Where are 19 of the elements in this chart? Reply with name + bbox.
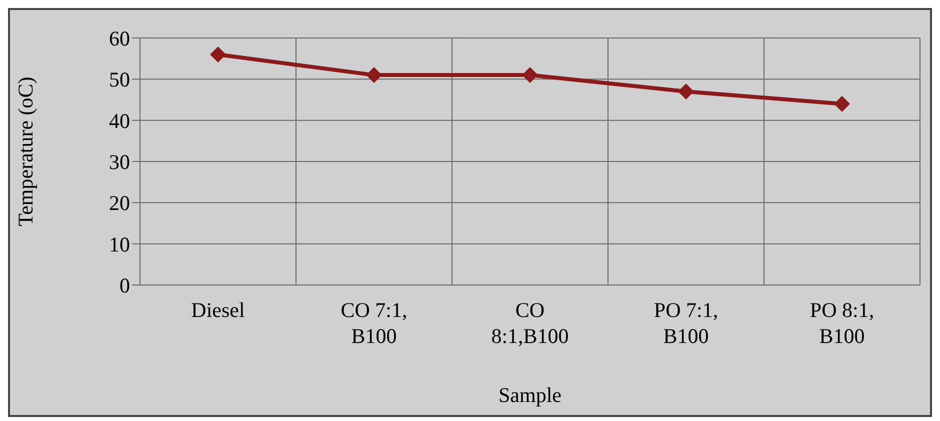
point [522, 67, 538, 84]
x-tick-label: CO 7:1, B100 [340, 298, 408, 348]
y-tick-label: 20 [109, 191, 130, 216]
y-tick-label: 60 [109, 26, 130, 50]
y-tick-label: 40 [109, 108, 130, 133]
y-axis-title: Temperature (oC) [13, 76, 38, 226]
y-tick-label: 10 [109, 232, 130, 256]
y-tick-label: 50 [109, 68, 130, 92]
x-tick-label: Diesel [191, 298, 245, 322]
x-axis-title: Sample [498, 383, 562, 407]
point [210, 46, 226, 62]
x-tick-label: PO 8:1, B100 [810, 298, 874, 348]
x-tick-label: PO 7:1, B100 [654, 298, 718, 348]
y-tick-label: 30 [109, 150, 130, 174]
point [834, 96, 850, 112]
point [366, 67, 382, 84]
y-tick-label: 0 [120, 273, 130, 298]
x-tick-label: CO 8:1,B100 [491, 298, 569, 348]
point [678, 84, 694, 100]
